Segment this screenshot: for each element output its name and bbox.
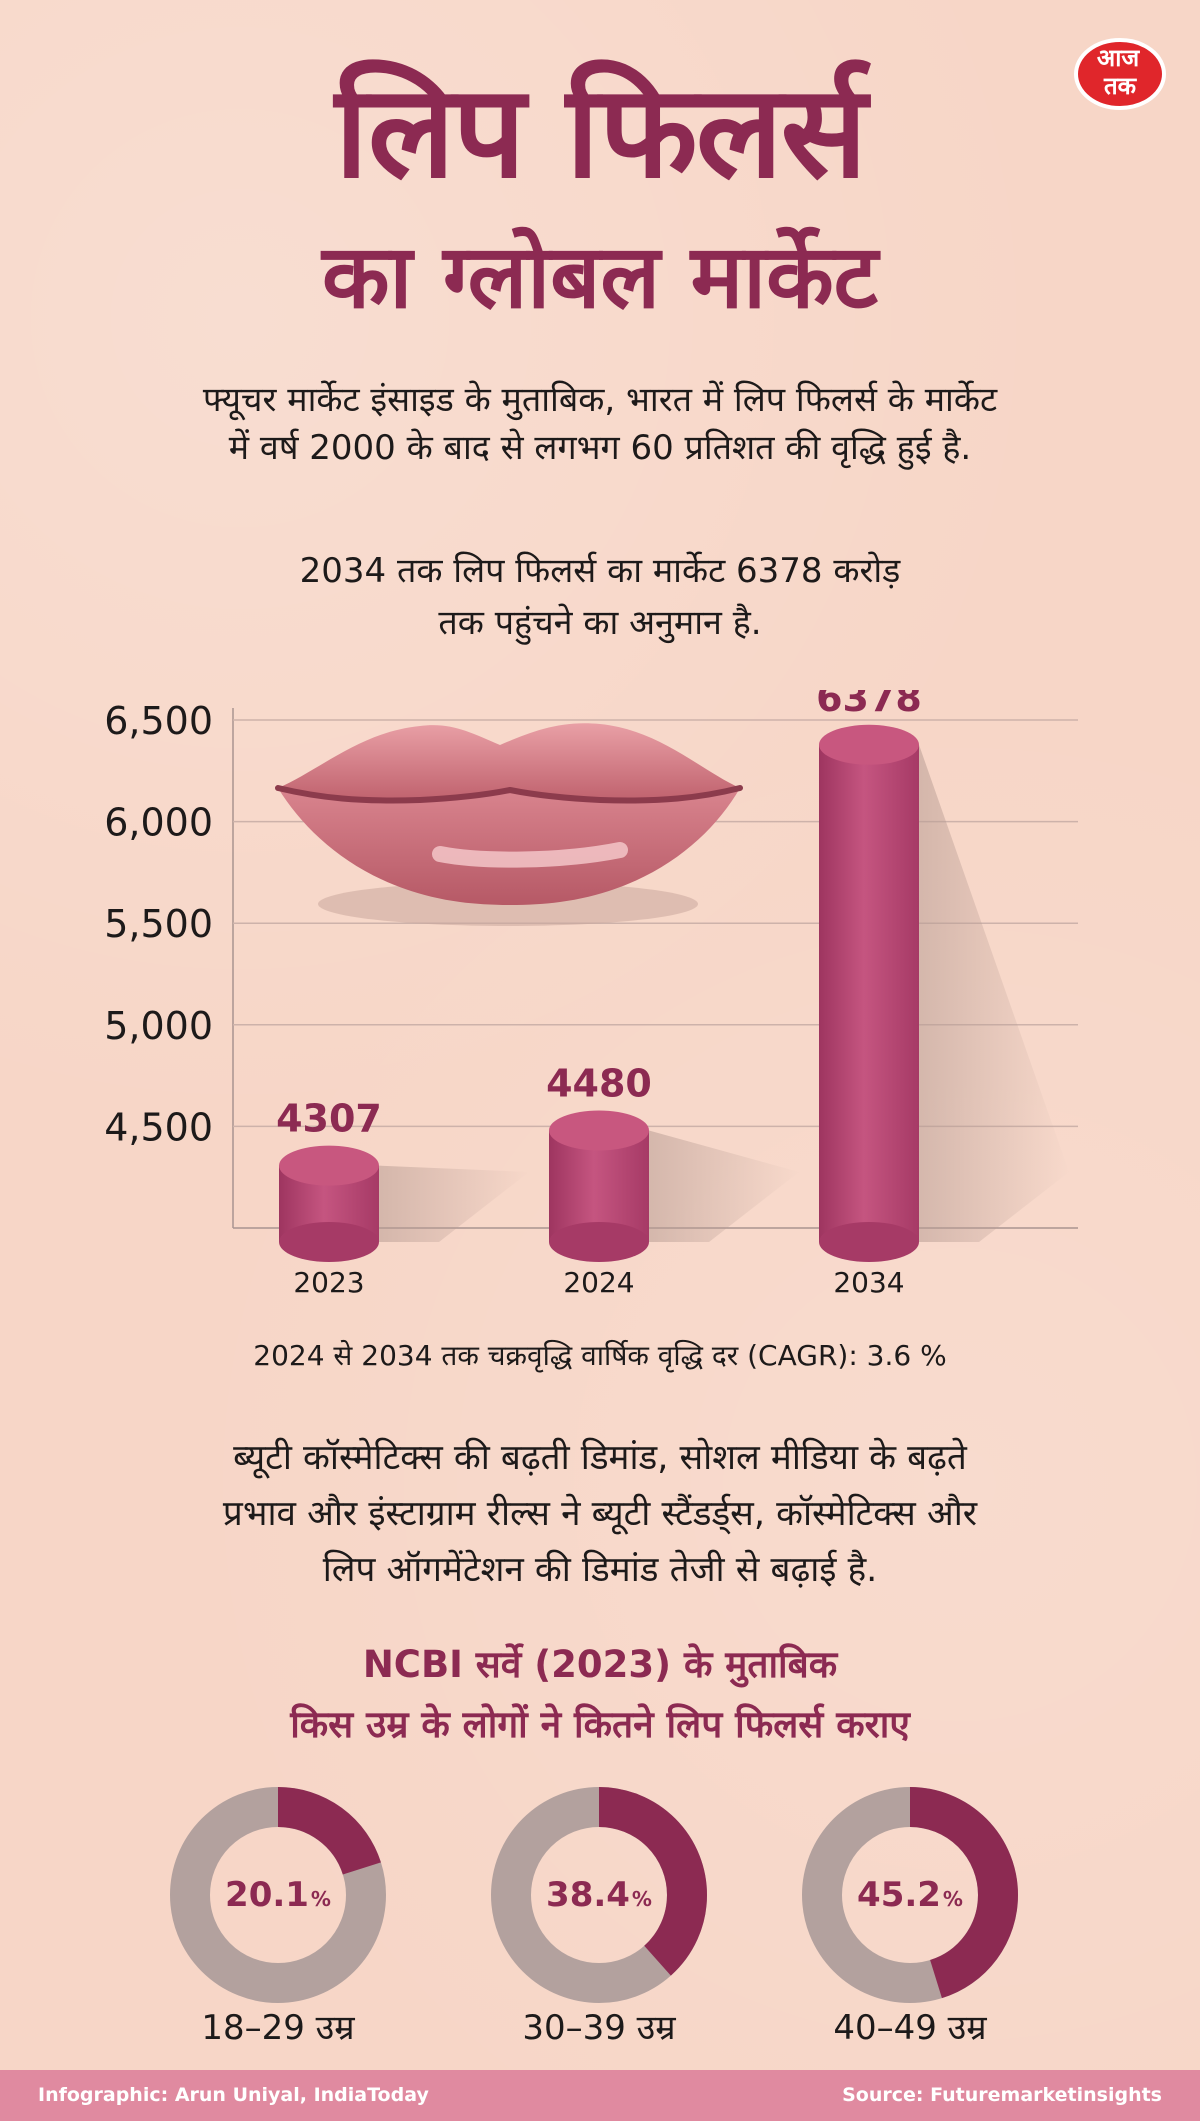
y-tick-label: 5,500 (104, 902, 213, 946)
bar-shadow (379, 1165, 529, 1242)
donut-fill (170, 1787, 386, 2003)
bar-top (819, 724, 919, 765)
forecast-line-1: 2034 तक लिप फिलर्स का मार्केट 6378 करोड़ (299, 551, 901, 591)
market-bar-chart: 4,500 5,000 5,500 6,000 6,500 4307 2023 4480 202… (104, 690, 1078, 1299)
reason-line-2: प्रभाव और इंस्टाग्राम रील्स ने ब्यूटी स्… (222, 1494, 978, 1534)
donut-value-number: 45.2 (857, 1875, 941, 1915)
bar-body (819, 744, 919, 1242)
logo-badge (1076, 40, 1164, 108)
bar-base (819, 1222, 919, 1262)
reason-line-1: ब्यूटी कॉस्मेटिक्स की बढ़ती डिमांड, सोशल… (233, 1438, 967, 1478)
page-subtitle: का ग्लोबल मार्केट (321, 225, 879, 328)
donut-value-number: 38.4 (546, 1875, 630, 1915)
donut-value: 38.4% (484, 1780, 714, 2010)
bar-2034 (819, 724, 919, 1262)
x-tick-label: 2024 (563, 1266, 634, 1299)
donut-value-unit: % (310, 1887, 331, 1911)
intro-line-2: में वर्ष 2000 के बाद से लगभग 60 प्रतिशत … (228, 428, 972, 468)
donut-fill (491, 1787, 707, 2003)
donut-value: 45.2% (795, 1780, 1025, 2010)
donut-fill (802, 1787, 1018, 2003)
reason-line-3: लिप ऑगमेंटेशन की डिमांड तेजी से बढ़ाई है… (322, 1550, 878, 1590)
reason-text: ब्यूटी कॉस्मेटिक्स की बढ़ती डिमांड, सोशल… (90, 1430, 1110, 1598)
bar-top (279, 1145, 379, 1186)
bar-base (549, 1222, 649, 1262)
logo-text-top: आज (1097, 44, 1141, 72)
cagr-note: 2024 से 2034 तक चक्रवृद्धि वार्षिक वृद्ध… (253, 1339, 947, 1372)
donut-chart-18-29: 20.1% (163, 1780, 393, 2010)
intro-line-1: फ्यूचर मार्केट इंसाइड के मुताबिक, भारत म… (202, 380, 998, 420)
donut-value: 20.1% (163, 1780, 393, 2010)
forecast-text: 2034 तक लिप फिलर्स का मार्केट 6378 करोड़… (100, 545, 1100, 649)
aajtak-logo: आज तक (1074, 38, 1166, 110)
bar-shadow (919, 744, 1069, 1242)
intro-text: फ्यूचर मार्केट इंसाइड के मुताबिक, भारत म… (60, 376, 1140, 472)
donut-label-40-49: 40–49 उम्र (833, 2008, 987, 2048)
bar-top (549, 1110, 649, 1151)
donut-value-unit: % (631, 1887, 652, 1911)
x-tick-label: 2034 (833, 1266, 904, 1299)
footer-bar: Infographic: Arun Uniyal, IndiaToday Sou… (0, 2070, 1200, 2121)
y-tick-label: 4,500 (104, 1105, 213, 1149)
y-tick-label: 6,000 (104, 801, 213, 845)
y-tick-label: 5,000 (104, 1004, 213, 1048)
forecast-line-2: तक पहुंचने का अनुमान है. (438, 603, 762, 643)
footer-source: Source: Futuremarketinsights (842, 2084, 1162, 2106)
page-title: लिप फिलर्स (334, 58, 867, 207)
bar-value-label: 4480 (546, 1061, 652, 1105)
donut-chart-30-39: 38.4% (484, 1780, 714, 2010)
bar-shadow (649, 1130, 799, 1242)
bar-value-label: 4307 (276, 1097, 382, 1141)
bar-2023 (279, 1145, 379, 1262)
survey-title-line-1: NCBI सर्वे (2023) के मुताबिक (362, 1643, 838, 1686)
footer-credit: Infographic: Arun Uniyal, IndiaToday (38, 2084, 429, 2106)
survey-title: NCBI सर्वे (2023) के मुताबिक किस उम्र के… (0, 1635, 1200, 1755)
bar-2024 (549, 1110, 649, 1262)
x-tick-label: 2023 (293, 1266, 364, 1299)
donut-chart-40-49: 45.2% (795, 1780, 1025, 2010)
bar-base (279, 1222, 379, 1262)
logo-text-bottom: तक (1103, 72, 1138, 100)
lips-illustration (275, 723, 743, 926)
donut-value-number: 20.1 (225, 1875, 309, 1915)
donut-label-18-29: 18–29 उम्र (201, 2008, 355, 2048)
donut-value-unit: % (942, 1887, 963, 1911)
donut-label-30-39: 30–39 उम्र (522, 2008, 676, 2048)
bar-value-label: 6378 (816, 690, 922, 720)
y-tick-label: 6,500 (104, 699, 213, 743)
survey-title-line-2: किस उम्र के लोगों ने कितने लिप फिलर्स कर… (290, 1703, 910, 1746)
